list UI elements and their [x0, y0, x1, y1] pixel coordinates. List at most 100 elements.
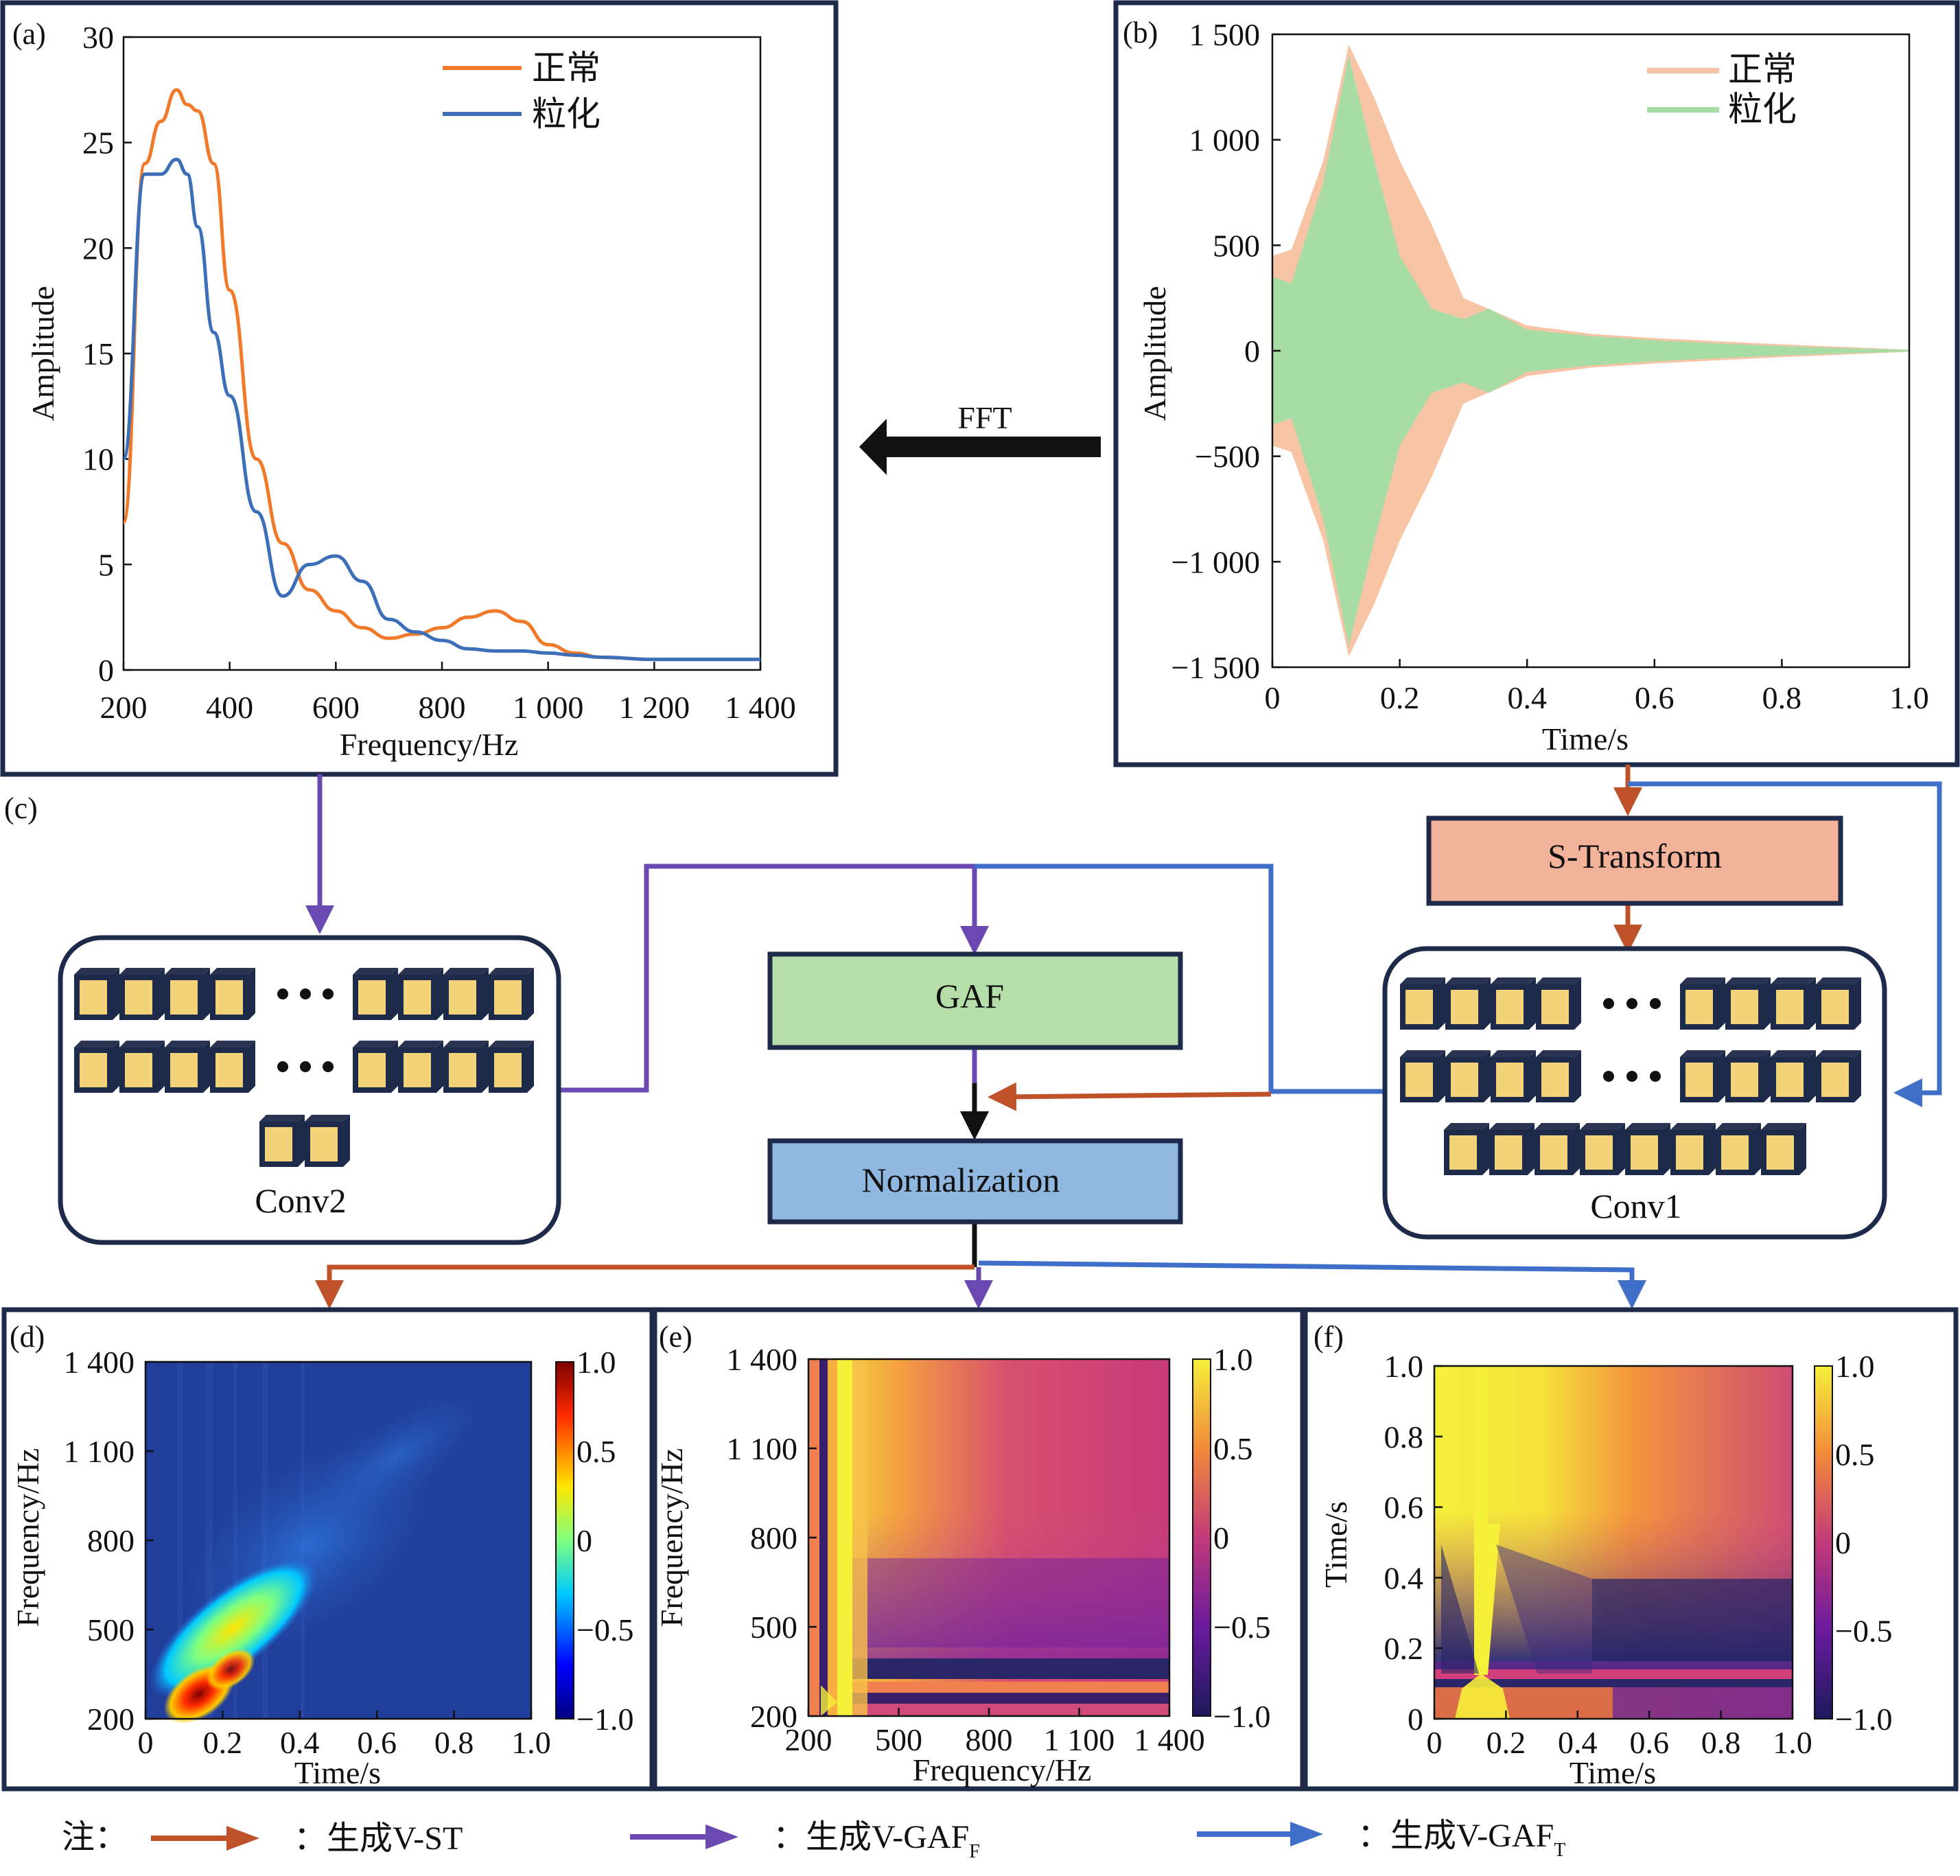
note-prefix: 注： [62, 1819, 128, 1855]
x-tick-label: 0.8 [1762, 680, 1802, 715]
x-tick-label: 1 400 [725, 690, 796, 725]
note-legend: 注： ：生成V-ST ：生成V-GAFF ：生成V-GAFT [62, 1818, 1565, 1862]
conv-cube [165, 968, 210, 1020]
panel-a-yticks: 0 5 10 15 20 25 30 [82, 20, 132, 688]
x-tick-label: 800 [419, 690, 466, 725]
connector-conv1-to-normalization [988, 1082, 1272, 1111]
x-tick-label: 0.8 [434, 1725, 474, 1760]
y-tick-label: 200 [87, 1702, 135, 1737]
y-tick-label: 0 [1244, 334, 1260, 369]
conv2-ellipsis-row1 [277, 988, 334, 999]
colorbar-tick-label: −1.0 [1835, 1702, 1892, 1737]
panel-b-ylabel: Amplitude [1137, 286, 1172, 421]
series-granulated-line [121, 157, 760, 662]
conv-cube [1761, 1123, 1806, 1175]
conv-cube [1400, 1050, 1445, 1102]
conv-cube [74, 1041, 119, 1093]
x-tick-label: 0 [1265, 680, 1281, 715]
panel-b-yticks: 1 500 1 000 500 0 −500 −1 000 −1 500 [1171, 17, 1281, 685]
connector-conv1-to-gaf [975, 864, 1385, 1094]
x-tick-label: 1.0 [511, 1725, 551, 1760]
x-tick-label: 0.4 [280, 1725, 320, 1760]
conv-cube [1489, 1123, 1535, 1175]
conv1-block: Conv1 [1382, 946, 1887, 1240]
conv-cube [1445, 1050, 1491, 1102]
conv-cube [1400, 977, 1445, 1030]
x-tick-label: 500 [875, 1722, 922, 1757]
y-tick-label: 0.6 [1384, 1490, 1424, 1525]
panel-f-frame [1303, 1307, 1959, 1792]
panel-d-yticks: 1 400 1 100 800 500 200 [64, 1345, 154, 1737]
panel-a-tag: (a) [12, 17, 46, 51]
colorbar-tick-label: 0 [576, 1523, 592, 1558]
normalization-block: Normalization [767, 1138, 1183, 1225]
conv-cube [1536, 1050, 1581, 1102]
x-tick-label: 1 400 [1134, 1722, 1205, 1757]
connector-b-to-conv1 [1628, 781, 1942, 1107]
conv-cube [305, 1115, 350, 1167]
fft-label: FFT [957, 400, 1012, 435]
panel-d-ylabel: Frequency/Hz [10, 1448, 45, 1628]
panel-f: (f) 1.0 0.8 0.6 0.4 0.2 0 0 0.2 0.4 0.6 0.8 1.0 1.… [1303, 1307, 1959, 1792]
panel-e-xticks: 200 500 800 1 100 1 400 [785, 1708, 1205, 1757]
conv-cube [1445, 977, 1491, 1030]
y-tick-label: 30 [82, 20, 114, 55]
panel-e-ylabel: Frequency/Hz [654, 1448, 689, 1628]
note-gaf-f-text: ：生成V-GAFF [773, 1819, 980, 1862]
y-tick-label: −1 000 [1171, 544, 1260, 579]
panel-f-xlabel: Time/s [1570, 1755, 1656, 1790]
y-tick-label: 25 [82, 126, 114, 161]
y-tick-label: 1 100 [727, 1431, 798, 1466]
conv-cube [1680, 1050, 1725, 1102]
connector-to-panel-f [978, 1260, 1646, 1309]
y-tick-label: 1 400 [64, 1345, 135, 1380]
y-tick-label: 20 [82, 231, 114, 266]
x-tick-label: 800 [966, 1722, 1013, 1757]
conv2-label: Conv2 [255, 1181, 346, 1220]
conv2-block: Conv2 [58, 935, 561, 1245]
conv-cube [489, 1041, 534, 1093]
y-tick-label: −1 500 [1171, 650, 1260, 685]
conv-cube [1670, 1123, 1716, 1175]
colorbar-tick-label: −0.5 [1835, 1614, 1892, 1649]
connector-conv2-to-gaf [559, 864, 989, 1093]
normalization-label: Normalization [862, 1161, 1060, 1199]
fft-arrow-shape [859, 419, 1101, 475]
x-tick-label: 1 100 [1044, 1722, 1115, 1757]
panel-a-xticks: 200 400 600 800 1 000 1 200 1 400 [100, 662, 796, 725]
colorbar-tick-label: 0.5 [1835, 1437, 1875, 1472]
panel-e-colorbar [1192, 1358, 1211, 1717]
conv-cube [1725, 977, 1771, 1030]
gaf-label: GAF [935, 977, 1004, 1015]
gaf-block: GAF [767, 951, 1183, 1050]
panel-f-colorbar [1814, 1365, 1833, 1719]
y-tick-label: 5 [98, 547, 114, 582]
fft-arrow: FFT [859, 400, 1101, 475]
panel-d-frame [1, 1307, 655, 1792]
y-tick-label: 15 [82, 336, 114, 371]
panel-f-tag: (f) [1314, 1320, 1344, 1354]
note-gaf-t-main: ：生成V-GAF [1357, 1818, 1554, 1854]
panel-e-yticks: 1 400 1 100 800 500 200 [727, 1342, 817, 1734]
colorbar-tick-label: 1.0 [576, 1345, 616, 1380]
x-tick-label: 0.6 [357, 1725, 397, 1760]
conv-cube [1625, 1123, 1670, 1175]
conv-cube [1771, 977, 1816, 1030]
conv-cube [165, 1041, 210, 1093]
y-tick-label: 10 [82, 442, 114, 477]
x-tick-label: 1 200 [619, 690, 690, 725]
note-st-text: ：生成V-ST [294, 1820, 463, 1857]
y-tick-label: 500 [750, 1610, 797, 1645]
y-tick-label: 1 000 [1189, 123, 1261, 158]
panel-f-ylabel: Time/s [1318, 1501, 1353, 1588]
conv-cube [1535, 1123, 1580, 1175]
panel-d-tag: (d) [10, 1320, 45, 1354]
stransform-block: S-Transform [1426, 815, 1843, 906]
conv-cube [1680, 977, 1725, 1030]
panel-d-xticks: 0 0.2 0.4 0.6 0.8 1.0 [138, 1711, 551, 1760]
panel-e-frame [652, 1307, 1305, 1792]
colorbar-tick-label: −0.5 [576, 1612, 633, 1647]
panel-a-series [121, 88, 760, 662]
conv-cube [119, 968, 165, 1020]
colorbar-tick-label: 0.5 [576, 1434, 616, 1469]
